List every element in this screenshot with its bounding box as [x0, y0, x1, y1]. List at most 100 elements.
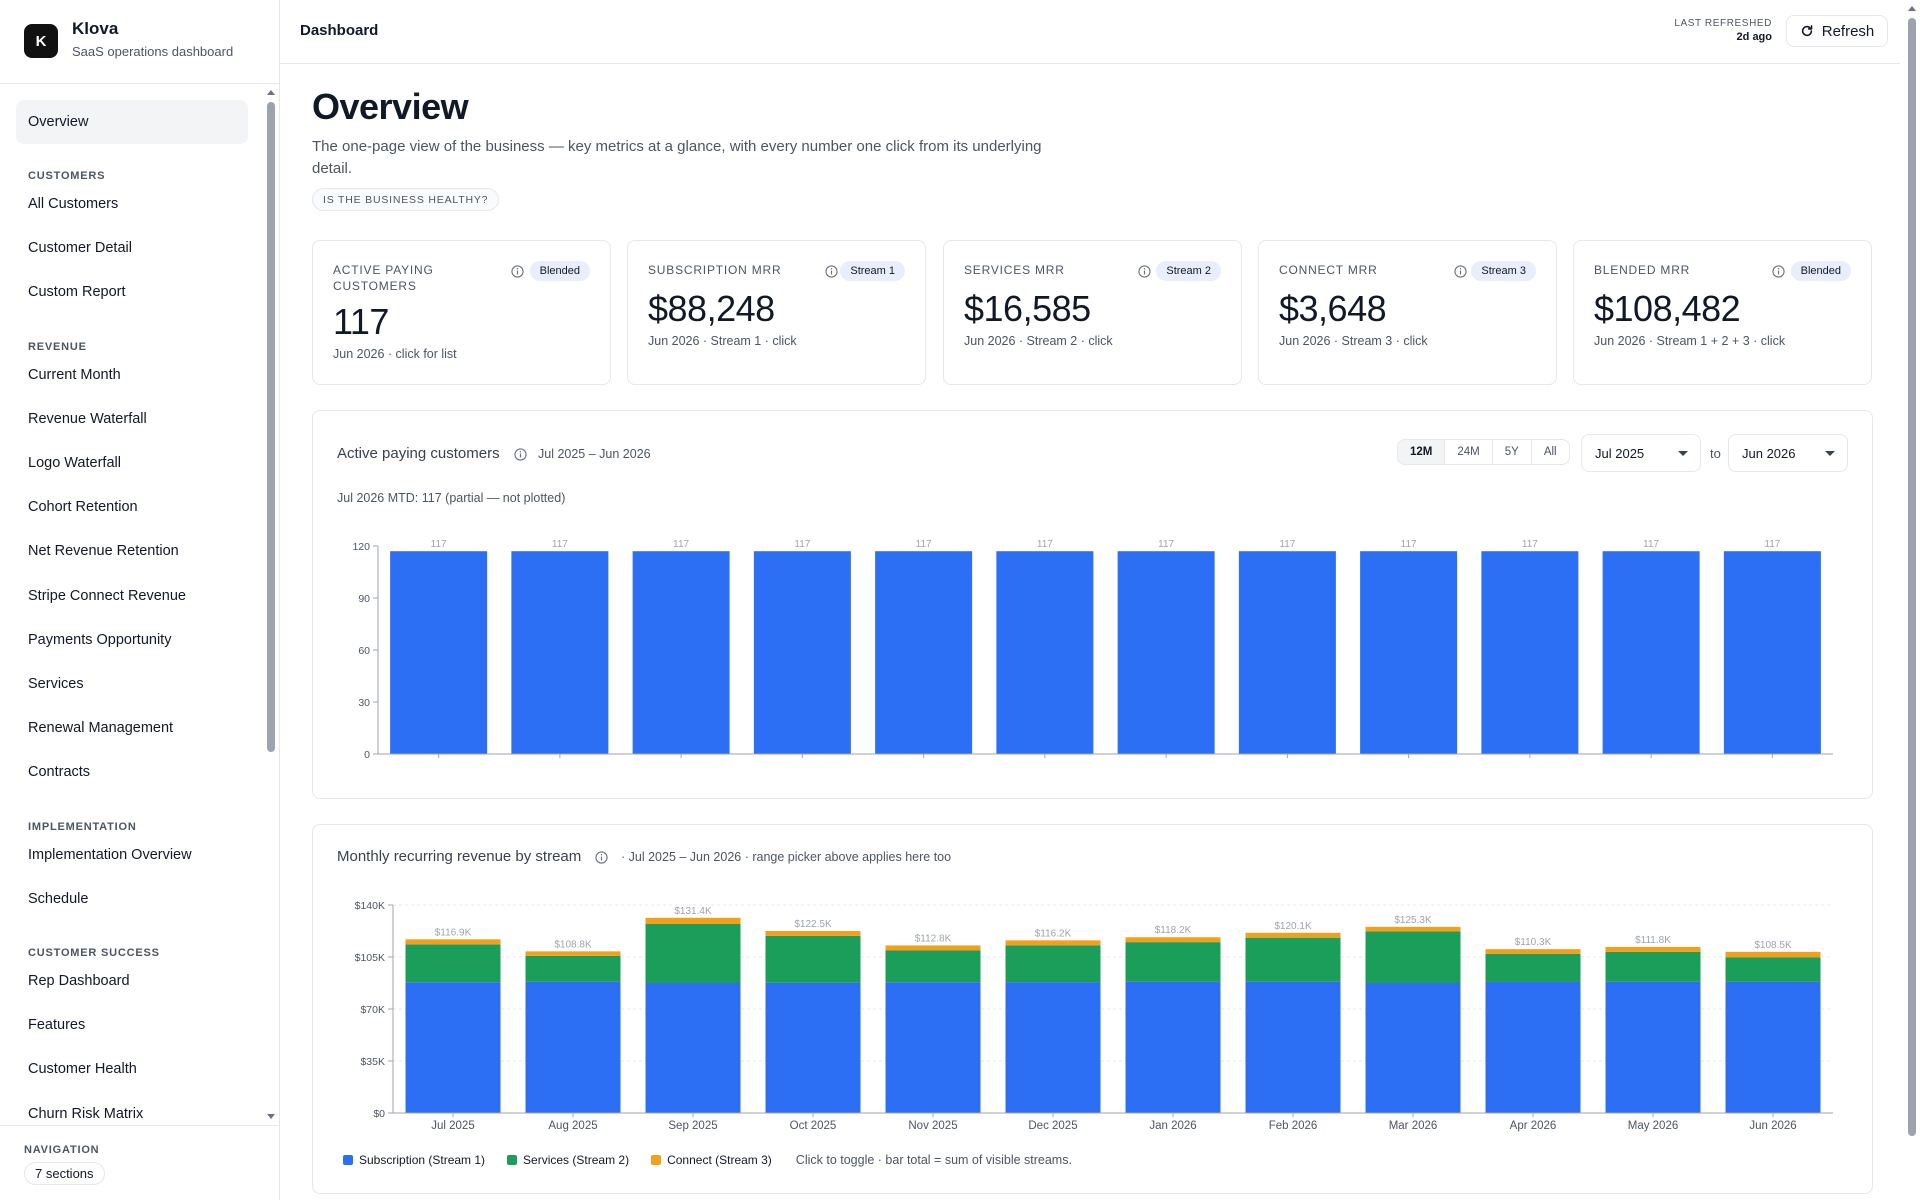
bar-subscription-oct-2025[interactable]	[765, 982, 861, 1113]
bar-subscription-aug-2025[interactable]	[525, 981, 621, 1113]
bar-subscription-may-2026[interactable]	[1605, 981, 1701, 1113]
bar-subscription-jun-2026[interactable]	[1725, 981, 1821, 1113]
info-icon[interactable]	[514, 448, 527, 461]
bar-services-dec-2025[interactable]	[1005, 945, 1101, 983]
kpi-card-services-mrr[interactable]: SERVICES MRR Stream 2 $16,585 Jun 2026 · St…	[943, 240, 1242, 385]
sidebar-item-schedule[interactable]: Schedule	[16, 877, 248, 921]
bar-subscription-nov-2025[interactable]	[885, 982, 981, 1113]
sidebar-item-implementation-overview[interactable]: Implementation Overview	[16, 833, 248, 877]
sections-count-badge[interactable]: 7 sections	[24, 1162, 105, 1185]
info-icon[interactable]	[825, 265, 838, 278]
bar-mar-2026[interactable]	[1360, 551, 1458, 754]
bar-connect-jun-2026[interactable]	[1725, 951, 1821, 958]
sidebar-item-features[interactable]: Features	[16, 1003, 248, 1047]
sidebar-item-revenue-waterfall[interactable]: Revenue Waterfall	[16, 397, 248, 441]
bar-services-may-2026[interactable]	[1605, 951, 1701, 982]
bar-connect-mar-2026[interactable]	[1365, 926, 1461, 932]
bar-connect-jul-2025[interactable]	[405, 939, 501, 945]
sidebar-item-net-revenue-retention[interactable]: Net Revenue Retention	[16, 529, 248, 573]
bar-connect-nov-2025[interactable]	[885, 945, 981, 951]
refresh-button[interactable]: Refresh	[1786, 15, 1888, 47]
bar-connect-aug-2025[interactable]	[525, 951, 621, 956]
bar-subscription-jul-2025[interactable]	[405, 982, 501, 1113]
bar-sep-2025[interactable]	[632, 551, 730, 754]
sidebar-item-customer-detail[interactable]: Customer Detail	[16, 226, 248, 270]
sidebar-item-customer-health[interactable]: Customer Health	[16, 1047, 248, 1091]
page-scroll-thumb[interactable]	[1908, 18, 1916, 1136]
bar-feb-2026[interactable]	[1238, 551, 1336, 754]
bar-jan-2026[interactable]	[1117, 551, 1215, 754]
legend-subscription[interactable]: Subscription (Stream 1)	[343, 1153, 485, 1167]
legend-services[interactable]: Services (Stream 2)	[507, 1153, 629, 1167]
bar-services-aug-2025[interactable]	[525, 955, 621, 982]
bar-services-nov-2025[interactable]	[885, 950, 981, 983]
bar-services-jul-2025[interactable]	[405, 944, 501, 983]
bar-jul-2025[interactable]	[390, 551, 488, 754]
sidebar-item-churn-risk-matrix[interactable]: Churn Risk Matrix	[16, 1092, 248, 1125]
bar-services-feb-2026[interactable]	[1245, 937, 1341, 982]
info-icon[interactable]	[1454, 265, 1467, 278]
bar-connect-may-2026[interactable]	[1605, 946, 1701, 952]
bar-dec-2025[interactable]	[996, 551, 1094, 754]
bar-connect-apr-2026[interactable]	[1485, 949, 1581, 954]
sidebar-item-rep-dashboard[interactable]: Rep Dashboard	[16, 959, 248, 1003]
refresh-label: Refresh	[1821, 22, 1875, 40]
range-24m-button[interactable]: 24M	[1445, 440, 1493, 464]
bar-oct-2025[interactable]	[753, 551, 851, 754]
kpi-card-subscription-mrr[interactable]: SUBSCRIPTION MRR Stream 1 $88,248 Jun 2026 …	[627, 240, 926, 385]
sidebar-scrollbar[interactable]	[264, 85, 278, 1125]
bar-subscription-sep-2025[interactable]	[645, 983, 741, 1113]
kpi-card-blended-mrr[interactable]: BLENDED MRR Blended $108,482 Jun 2026 · Str…	[1573, 240, 1872, 385]
sidebar-item-stripe-connect-revenue[interactable]: Stripe Connect Revenue	[16, 574, 248, 618]
info-icon[interactable]	[595, 851, 608, 864]
bar-connect-sep-2025[interactable]	[645, 917, 741, 925]
bar-subscription-dec-2025[interactable]	[1005, 982, 1101, 1113]
sidebar-item-cohort-retention[interactable]: Cohort Retention	[16, 485, 248, 529]
range-5y-button[interactable]: 5Y	[1493, 440, 1532, 464]
bar-subscription-apr-2026[interactable]	[1485, 981, 1581, 1113]
bar-services-jun-2026[interactable]	[1725, 957, 1821, 982]
bar-services-oct-2025[interactable]	[765, 935, 861, 983]
info-icon[interactable]	[511, 265, 524, 278]
bar-services-apr-2026[interactable]	[1485, 953, 1581, 982]
scroll-up-arrow-icon[interactable]	[267, 90, 275, 95]
bar-connect-jan-2026[interactable]	[1125, 937, 1221, 943]
bar-services-sep-2025[interactable]	[645, 924, 741, 983]
bar-aug-2025[interactable]	[511, 551, 609, 754]
bar-may-2026[interactable]	[1602, 551, 1700, 754]
sidebar-item-current-month[interactable]: Current Month	[16, 353, 248, 397]
sidebar-item-payments-opportunity[interactable]: Payments Opportunity	[16, 618, 248, 662]
scroll-down-arrow-icon[interactable]	[267, 1114, 275, 1119]
bar-connect-oct-2025[interactable]	[765, 931, 861, 936]
bar-subscription-feb-2026[interactable]	[1245, 981, 1341, 1113]
bar-services-mar-2026[interactable]	[1365, 931, 1461, 983]
info-icon[interactable]	[1138, 265, 1151, 278]
info-icon[interactable]	[1772, 265, 1785, 278]
bar-jun-2026[interactable]	[1723, 551, 1821, 754]
sidebar-item-logo-waterfall[interactable]: Logo Waterfall	[16, 441, 248, 485]
bar-connect-feb-2026[interactable]	[1245, 932, 1341, 938]
brand-logo[interactable]: K	[24, 24, 58, 58]
range-12m-button[interactable]: 12M	[1398, 440, 1446, 464]
range-all-button[interactable]: All	[1543, 446, 1557, 458]
bar-subscription-jan-2026[interactable]	[1125, 981, 1221, 1113]
legend-connect[interactable]: Connect (Stream 3)	[651, 1153, 772, 1167]
sidebar-item-all-customers[interactable]: All Customers	[16, 182, 248, 226]
bar-apr-2026[interactable]	[1481, 551, 1579, 754]
sidebar-item-contracts[interactable]: Contracts	[16, 750, 248, 794]
sidebar-item-custom-report[interactable]: Custom Report	[16, 270, 248, 314]
bar-nov-2025[interactable]	[875, 551, 973, 754]
page-scrollbar[interactable]	[1904, 0, 1920, 1200]
kpi-card-active-paying-customers[interactable]: ACTIVE PAYING CUSTOMERS Blended 117 Jun 202…	[312, 240, 611, 385]
sidebar-item-services[interactable]: Services	[16, 662, 248, 706]
bar-subscription-mar-2026[interactable]	[1365, 983, 1461, 1113]
sidebar-item-overview[interactable]: Overview	[16, 100, 248, 144]
kpi-card-connect-mrr[interactable]: CONNECT MRR Stream 3 $3,648 Jun 2026 · Stre…	[1258, 240, 1557, 385]
bar-connect-dec-2025[interactable]	[1005, 940, 1101, 946]
sidebar-scroll-thumb[interactable]	[267, 102, 275, 752]
sidebar-item-renewal-management[interactable]: Renewal Management	[16, 706, 248, 750]
range-from-select[interactable]: Jul 2025	[1581, 434, 1701, 472]
page-scroll-up-icon[interactable]	[1908, 6, 1916, 11]
bar-services-jan-2026[interactable]	[1125, 942, 1221, 982]
range-to-select[interactable]: Jun 2026	[1728, 434, 1848, 472]
